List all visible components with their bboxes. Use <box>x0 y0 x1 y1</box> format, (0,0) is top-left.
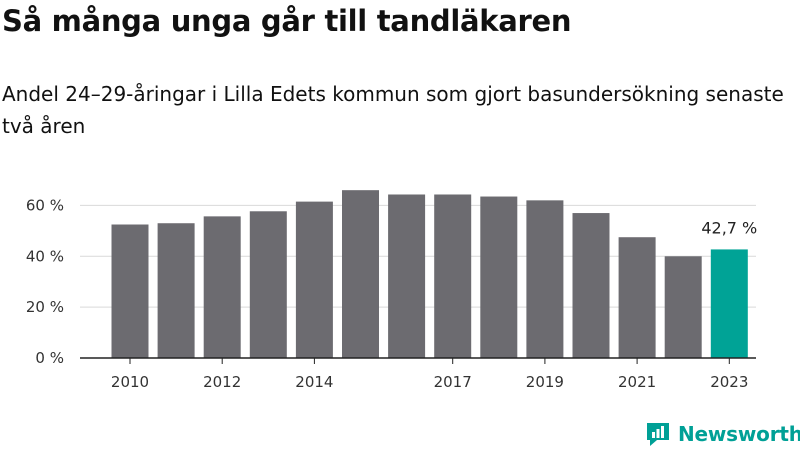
bar-2021 <box>618 237 656 358</box>
chart-subtitle: Andel 24–29-åringar i Lilla Edets kommun… <box>2 82 784 138</box>
bar-2010 <box>111 224 149 358</box>
y-tick-label: 40 % <box>26 247 64 265</box>
bars <box>111 190 748 358</box>
bar-2011 <box>157 223 195 358</box>
bar-2015 <box>342 190 379 358</box>
x-tick-label: 2017 <box>434 373 472 391</box>
x-tick-label: 2014 <box>295 373 333 391</box>
bar-2020 <box>572 213 610 358</box>
y-tick-label: 20 % <box>26 298 64 316</box>
x-tick-label: 2019 <box>526 373 564 391</box>
bar-2019 <box>526 200 564 358</box>
bar-2016 <box>388 194 426 358</box>
bar-2022 <box>664 256 702 358</box>
bar-2012 <box>203 216 241 358</box>
data-label: 42,7 % <box>701 218 757 237</box>
y-axis-ticks: 0 % 20 % 40 % 60 % <box>26 196 64 367</box>
newsworthy-logo-icon <box>647 423 669 446</box>
bar-2014 <box>295 201 333 358</box>
x-tick-label: 2012 <box>203 373 241 391</box>
newsworthy-logo: Newsworthy <box>644 420 800 448</box>
bar-2018 <box>480 196 518 358</box>
x-tick-label: 2010 <box>111 373 149 391</box>
bar-2013 <box>249 211 287 358</box>
data-labels: 42,7 % <box>701 218 757 237</box>
bar-chart: 0 % 20 % 40 % 60 % 2010 2012 2014 2017 2019 2021… <box>26 190 757 391</box>
bar-2017 <box>434 194 472 358</box>
x-tick-label: 2023 <box>710 373 748 391</box>
x-tick-label: 2021 <box>618 373 656 391</box>
bar-2023 <box>710 249 748 358</box>
brand-name: Newsworthy <box>678 422 800 446</box>
y-tick-label: 60 % <box>26 196 64 214</box>
x-axis-ticks: 2010 2012 2014 2017 2019 2021 2023 <box>111 358 748 391</box>
y-tick-label: 0 % <box>35 349 64 367</box>
chart-title: Så många unga går till tandläkaren <box>2 4 572 38</box>
